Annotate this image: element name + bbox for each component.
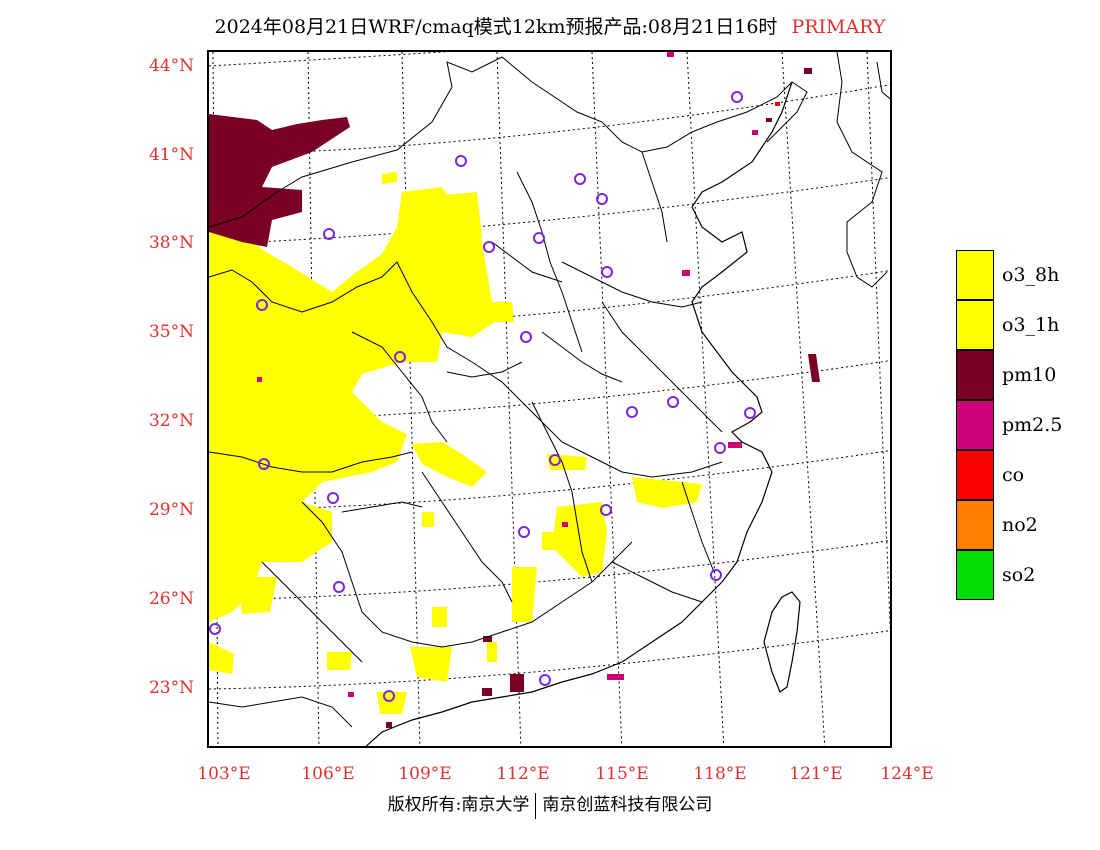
taiwan-outline bbox=[763, 591, 801, 693]
city-marker bbox=[667, 396, 679, 408]
city-marker bbox=[383, 690, 395, 702]
pm25-exceedance-areas bbox=[257, 52, 758, 697]
city-marker bbox=[327, 492, 339, 504]
coastline bbox=[365, 81, 793, 746]
pm10-exceedance-areas bbox=[209, 68, 820, 728]
legend-swatch bbox=[956, 350, 994, 400]
copyright-footer: 版权所有:南京大学 南京创蓝科技有限公司 bbox=[0, 790, 1100, 819]
gridline-lon-106 bbox=[307, 52, 320, 746]
lat-label-41: 41°N bbox=[148, 145, 194, 165]
city-marker bbox=[518, 526, 530, 538]
legend-swatch bbox=[956, 250, 994, 300]
city-marker bbox=[209, 623, 221, 635]
gridline-lat-38 bbox=[209, 177, 890, 245]
city-markers bbox=[209, 91, 756, 702]
city-marker bbox=[714, 442, 726, 454]
title-tag: PRIMARY bbox=[791, 16, 886, 38]
province-boundaries bbox=[209, 56, 808, 728]
legend-swatch bbox=[956, 550, 994, 600]
city-marker bbox=[394, 351, 406, 363]
footer-divider bbox=[535, 792, 537, 819]
map-canvas bbox=[209, 52, 890, 746]
o3-exceedance-areas bbox=[209, 172, 702, 714]
city-marker bbox=[744, 407, 756, 419]
northeast-coast bbox=[836, 52, 890, 288]
lon-label-118: 118°E bbox=[693, 764, 747, 784]
lon-label-103: 103°E bbox=[197, 764, 251, 784]
lat-label-32: 32°N bbox=[148, 411, 194, 431]
lon-label-121: 121°E bbox=[789, 764, 843, 784]
co-exceedance-areas bbox=[775, 102, 780, 106]
city-marker bbox=[596, 193, 608, 205]
city-marker bbox=[601, 266, 613, 278]
lat-label-44: 44°N bbox=[148, 56, 194, 76]
lat-label-35: 35°N bbox=[148, 322, 194, 342]
city-marker bbox=[549, 454, 561, 466]
lat-label-23: 23°N bbox=[148, 678, 194, 698]
legend-swatch bbox=[956, 500, 994, 550]
map-title: 2024年08月21日WRF/cmaq模式12km预报产品:08月21日16时 P… bbox=[0, 12, 1100, 39]
city-marker bbox=[323, 228, 335, 240]
gridline-lon-112 bbox=[496, 52, 522, 746]
title-text: 2024年08月21日WRF/cmaq模式12km预报产品:08月21日16时 bbox=[214, 16, 778, 38]
lat-label-26: 26°N bbox=[148, 589, 194, 609]
city-marker bbox=[574, 173, 586, 185]
gridline-lon-109 bbox=[401, 52, 421, 746]
copyright-owner: 版权所有:南京大学 bbox=[387, 795, 530, 815]
city-marker bbox=[710, 569, 722, 581]
gridline-lon-121 bbox=[781, 52, 826, 746]
lat-label-38: 38°N bbox=[148, 233, 194, 253]
lon-label-124: 124°E bbox=[880, 764, 934, 784]
lon-label-109: 109°E bbox=[398, 764, 452, 784]
city-marker bbox=[455, 155, 467, 167]
lon-label-106: 106°E bbox=[301, 764, 355, 784]
city-marker bbox=[520, 331, 532, 343]
city-marker bbox=[600, 504, 612, 516]
gridline-lon-124 bbox=[866, 52, 890, 636]
map-panel[interactable] bbox=[207, 50, 892, 748]
legend-label: co bbox=[1002, 464, 1025, 486]
gridline-lon-118 bbox=[686, 52, 725, 746]
gridline-lon-115 bbox=[591, 52, 623, 746]
lon-label-115: 115°E bbox=[595, 764, 649, 784]
city-marker bbox=[256, 299, 268, 311]
legend-swatch bbox=[956, 400, 994, 450]
gridline-lat-44 bbox=[209, 52, 451, 67]
city-marker bbox=[731, 91, 743, 103]
lat-label-29: 29°N bbox=[148, 500, 194, 520]
city-marker bbox=[626, 406, 638, 418]
city-marker bbox=[539, 674, 551, 686]
legend-swatch bbox=[956, 300, 994, 350]
legend-label: no2 bbox=[1002, 514, 1038, 536]
copyright-company: 南京创蓝科技有限公司 bbox=[542, 795, 713, 815]
city-marker bbox=[533, 232, 545, 244]
gridline-lat-26 bbox=[209, 540, 890, 601]
city-marker bbox=[333, 581, 345, 593]
legend-label: o3_1h bbox=[1002, 314, 1060, 336]
city-marker bbox=[483, 241, 495, 253]
legend-swatch bbox=[956, 450, 994, 500]
legend-label: pm10 bbox=[1002, 364, 1057, 386]
city-marker bbox=[258, 458, 270, 470]
gridline-lat-23 bbox=[209, 630, 890, 690]
lon-label-112: 112°E bbox=[496, 764, 550, 784]
legend-label: pm2.5 bbox=[1002, 414, 1063, 436]
legend-label: o3_8h bbox=[1002, 264, 1060, 286]
legend-label: so2 bbox=[1002, 564, 1036, 586]
